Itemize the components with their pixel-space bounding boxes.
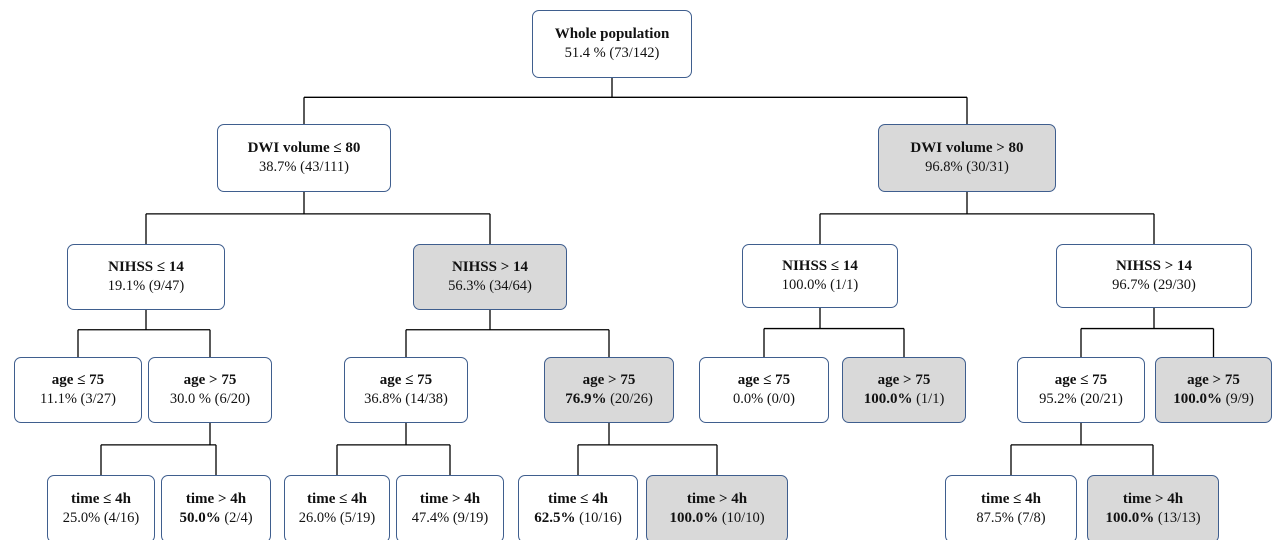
node-stat: 96.7% (29/30) (1112, 277, 1196, 294)
node-nihss-le-14-left: NIHSS ≤ 14 19.1% (9/47) (67, 244, 225, 310)
node-stat: 96.8% (30/31) (925, 159, 1009, 176)
node-age-le-75-3: age ≤ 75 0.0% (0/0) (699, 357, 829, 423)
node-stat: 100.0% (1/1) (863, 391, 945, 407)
node-title: NIHSS > 14 (1115, 257, 1193, 274)
node-time-gt-4h-3: time > 4h 100.0% (10/10) (646, 475, 788, 540)
node-title: age ≤ 75 (379, 371, 433, 388)
node-title: age > 75 (183, 371, 237, 388)
node-time-gt-4h-4: time > 4h 100.0% (13/13) (1087, 475, 1219, 540)
node-age-gt-75-2: age > 75 76.9% (20/26) (544, 357, 674, 423)
node-stat: 100.0% (9/9) (1173, 391, 1254, 407)
node-time-le-4h-2: time ≤ 4h 26.0% (5/19) (284, 475, 390, 540)
node-dwi-volume-gt-80: DWI volume > 80 96.8% (30/31) (878, 124, 1056, 192)
node-stat: 50.0% (2/4) (179, 510, 253, 526)
node-age-le-75-1: age ≤ 75 11.1% (3/27) (14, 357, 142, 423)
node-nihss-gt-14-right: NIHSS > 14 96.7% (29/30) (1056, 244, 1252, 308)
node-stat: 47.4% (9/19) (411, 510, 489, 527)
node-title: NIHSS ≤ 14 (108, 258, 184, 275)
node-title: time ≤ 4h (307, 490, 367, 507)
node-title: time ≤ 4h (548, 490, 608, 507)
node-stat: 51.4 % (73/142) (564, 45, 660, 62)
node-age-le-75-2: age ≤ 75 36.8% (14/38) (344, 357, 468, 423)
node-age-gt-75-3: age > 75 100.0% (1/1) (842, 357, 966, 423)
node-stat: 19.1% (9/47) (107, 278, 185, 295)
node-stat: 25.0% (4/16) (62, 510, 140, 527)
node-stat: 38.7% (43/111) (259, 159, 349, 176)
node-stat: 95.2% (20/21) (1039, 391, 1123, 408)
node-time-gt-4h-2: time > 4h 47.4% (9/19) (396, 475, 504, 540)
node-time-le-4h-1: time ≤ 4h 25.0% (4/16) (47, 475, 155, 540)
node-stat: 36.8% (14/38) (364, 391, 448, 408)
node-stat: 100.0% (13/13) (1105, 510, 1201, 526)
node-title: NIHSS > 14 (451, 258, 529, 275)
node-title: age > 75 (582, 371, 636, 388)
node-stat: 26.0% (5/19) (298, 510, 376, 527)
node-dwi-volume-le-80: DWI volume ≤ 80 38.7% (43/111) (217, 124, 391, 192)
node-nihss-le-14-right: NIHSS ≤ 14 100.0% (1/1) (742, 244, 898, 308)
node-title: age > 75 (877, 371, 931, 388)
node-age-gt-75-4: age > 75 100.0% (9/9) (1155, 357, 1272, 423)
node-stat: 100.0% (10/10) (669, 510, 765, 526)
node-title: time ≤ 4h (71, 490, 131, 507)
node-title: time > 4h (1122, 490, 1184, 507)
node-stat: 30.0 % (6/20) (169, 391, 251, 408)
node-age-gt-75-1: age > 75 30.0 % (6/20) (148, 357, 272, 423)
node-time-gt-4h-1: time > 4h 50.0% (2/4) (161, 475, 271, 540)
node-time-le-4h-3: time ≤ 4h 62.5% (10/16) (518, 475, 638, 540)
node-stat: 11.1% (3/27) (40, 391, 116, 408)
node-age-le-75-4: age ≤ 75 95.2% (20/21) (1017, 357, 1145, 423)
node-title: age > 75 (1187, 371, 1240, 388)
node-title: time > 4h (686, 490, 748, 507)
node-title: time > 4h (419, 490, 481, 507)
node-title: time > 4h (185, 490, 247, 507)
node-stat: 87.5% (7/8) (976, 510, 1046, 527)
node-stat: 0.0% (0/0) (732, 391, 796, 408)
node-title: NIHSS ≤ 14 (782, 257, 858, 274)
node-stat: 100.0% (1/1) (781, 277, 859, 294)
node-title: time ≤ 4h (981, 490, 1041, 507)
node-time-le-4h-4: time ≤ 4h 87.5% (7/8) (945, 475, 1077, 540)
node-stat: 56.3% (34/64) (448, 278, 532, 295)
node-stat: 76.9% (20/26) (565, 391, 653, 407)
node-title: DWI volume > 80 (910, 139, 1024, 156)
node-title: DWI volume ≤ 80 (247, 139, 361, 156)
node-title: age ≤ 75 (1054, 371, 1108, 388)
node-whole-population: Whole population 51.4 % (73/142) (532, 10, 692, 78)
node-nihss-gt-14-left: NIHSS > 14 56.3% (34/64) (413, 244, 567, 310)
node-stat: 62.5% (10/16) (534, 510, 622, 526)
node-title: age ≤ 75 (51, 371, 105, 388)
node-title: Whole population (554, 25, 670, 42)
node-title: age ≤ 75 (737, 371, 791, 388)
